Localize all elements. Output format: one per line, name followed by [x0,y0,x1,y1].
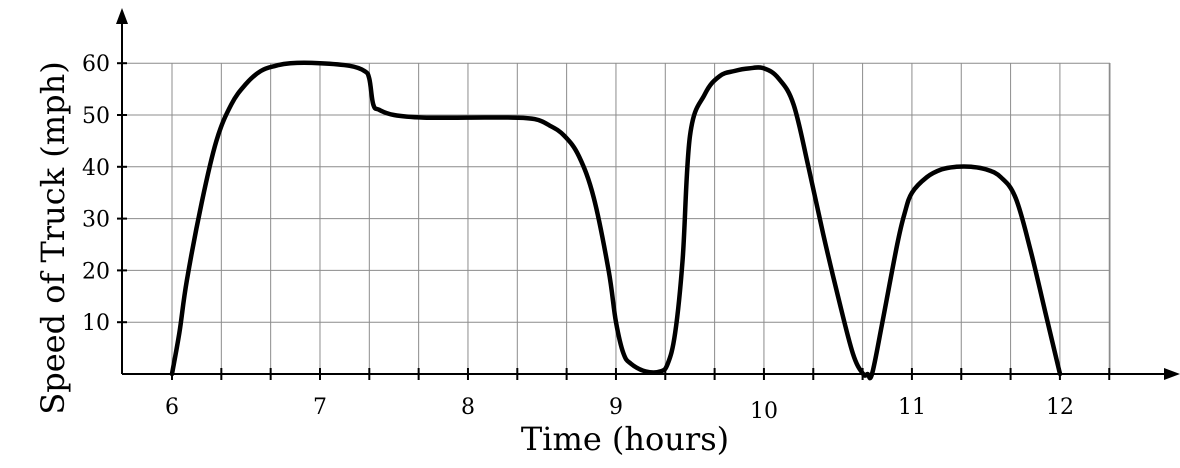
ticks [117,62,1111,380]
x-tick-label: 9 [609,395,623,420]
x-axis-arrow [1164,368,1180,380]
y-tick-label: 50 [82,104,110,129]
y-tick-label: 60 [82,52,110,77]
y-tick-label: 40 [82,156,110,181]
x-tick-label: 8 [461,395,475,420]
tick-labels: 6 7 8 9 10 11 12 10 20 30 40 50 60 [82,52,1074,424]
x-axis-title: Time (hours) [521,420,729,458]
y-axis-title: Speed of Truck (mph) [34,61,72,414]
x-tick-label: 10 [750,399,778,424]
x-tick-label: 7 [313,395,327,420]
axes [116,8,1180,380]
x-tick-label: 6 [165,395,179,420]
y-tick-label: 30 [82,208,110,233]
grid [122,62,1111,374]
y-axis-arrow [116,8,128,24]
y-tick-label: 10 [82,311,110,336]
speed-curve [169,60,1063,381]
x-tick-label: 11 [898,395,926,420]
x-tick-label: 12 [1046,395,1074,420]
y-tick-label: 20 [82,259,110,284]
